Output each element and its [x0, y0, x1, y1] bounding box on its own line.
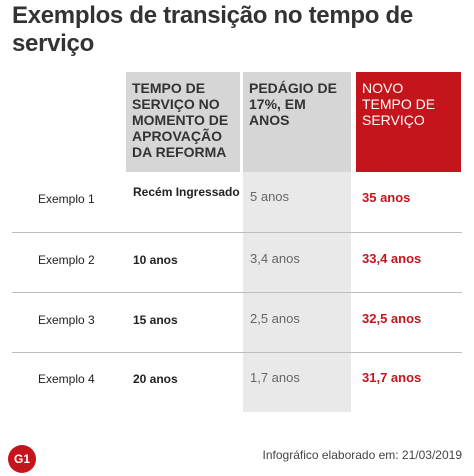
cell-tempo: 15 anos: [133, 313, 178, 327]
cell-pedagio: 5 anos: [250, 189, 290, 204]
row-divider: [12, 232, 462, 233]
header-tempo-de-servico: Tempo de serviço no momento de aprovação…: [126, 72, 240, 172]
row-divider: [12, 352, 462, 353]
row-label: Exemplo 3: [38, 313, 95, 327]
row-divider: [12, 292, 462, 293]
cell-pedagio: 2,5 anos: [250, 311, 300, 326]
cell-novo-tempo: 31,7 anos: [362, 370, 422, 385]
row-label: Exemplo 1: [38, 192, 95, 206]
cell-pedagio: 3,4 anos: [250, 251, 300, 266]
row-label: Exemplo 2: [38, 253, 95, 267]
footer-credit: Infográfico elaborado em: 21/03/2019: [262, 448, 462, 462]
cell-tempo: 20 anos: [133, 372, 178, 386]
cell-novo-tempo: 33,4 anos: [362, 251, 422, 266]
cell-novo-tempo: 35 anos: [362, 190, 411, 205]
g1-logo: G1: [8, 445, 36, 473]
header-pedagio: Pedágio de 17%, em anos: [243, 72, 351, 172]
header-novo-tempo: Novo tempo de serviço: [356, 72, 461, 172]
cell-tempo: 10 anos: [133, 253, 178, 267]
cell-pedagio: 1,7 anos: [250, 370, 300, 385]
cell-novo-tempo: 32,5 anos: [362, 311, 422, 326]
cell-tempo: Recém Ingressado: [133, 185, 240, 199]
row-label: Exemplo 4: [38, 372, 95, 386]
page-title: Exemplos de transição no tempo de serviç…: [12, 2, 413, 57]
